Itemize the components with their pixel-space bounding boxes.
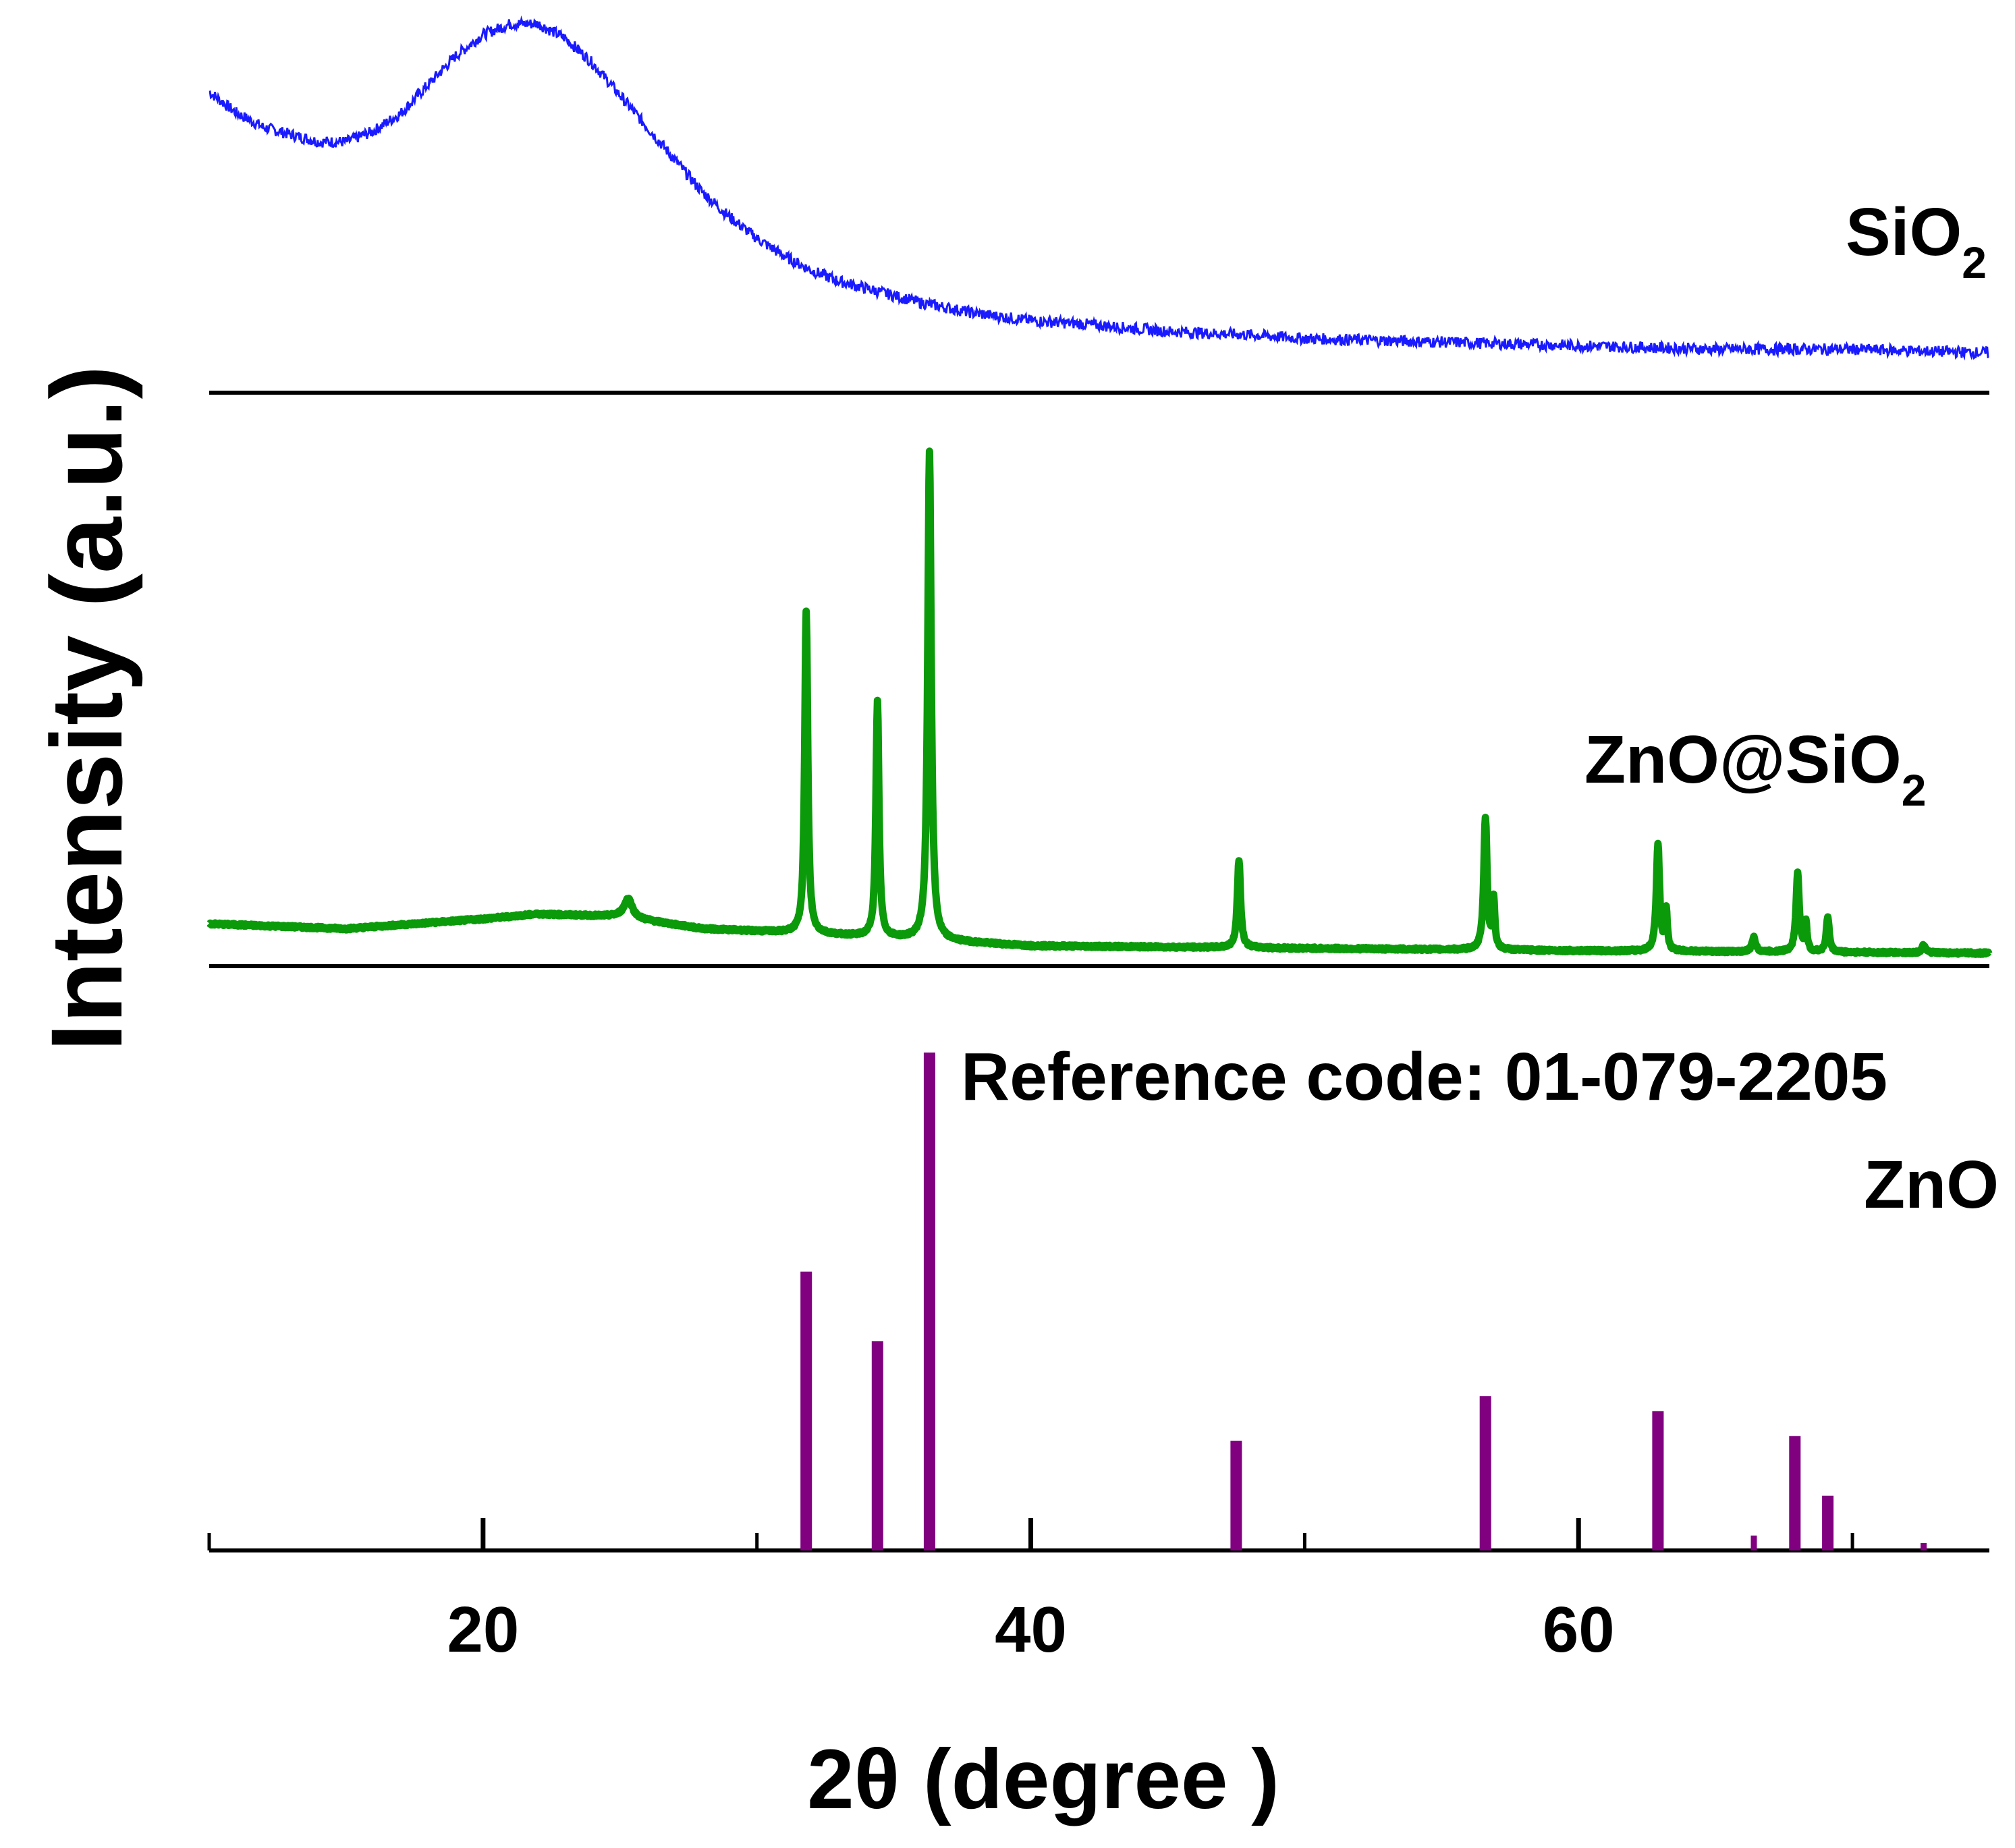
reference-stick-5 <box>1652 1411 1664 1550</box>
x-tick-label-20: 20 <box>447 1594 519 1666</box>
reference-stick-7 <box>1789 1436 1801 1550</box>
sio2-series-label: SiO2 <box>1846 194 1987 287</box>
sio2-pattern-line <box>209 15 1989 361</box>
reference-code-label: Reference code: 01-079-2205 <box>961 1039 1887 1115</box>
reference-stick-2 <box>923 1053 935 1550</box>
x-tick-label-40: 40 <box>995 1594 1067 1666</box>
x-axis-label: 2θ (degree ) <box>807 1733 1279 1826</box>
x-tick-label-60: 60 <box>1543 1594 1615 1666</box>
zno-series-label: ZnO <box>1864 1147 1999 1223</box>
reference-stick-6 <box>1750 1535 1757 1550</box>
x-axis-ticks: 20 40 60 <box>207 1518 1854 1666</box>
zno-sio2-pattern-line <box>206 447 1993 958</box>
reference-panel <box>800 1053 1927 1550</box>
zno-sio2-series-label: ZnO@SiO2 <box>1584 722 1926 815</box>
sio2-panel <box>209 15 1989 361</box>
zno-sio2-panel <box>206 447 1993 958</box>
reference-stick-0 <box>800 1271 812 1550</box>
reference-stick-3 <box>1230 1440 1242 1550</box>
reference-stick-9 <box>1921 1542 1927 1550</box>
reference-stick-4 <box>1479 1396 1491 1550</box>
reference-stick-1 <box>871 1341 883 1550</box>
reference-stick-8 <box>1822 1495 1834 1550</box>
y-axis-label: Intensity (a.u.) <box>30 366 143 1052</box>
